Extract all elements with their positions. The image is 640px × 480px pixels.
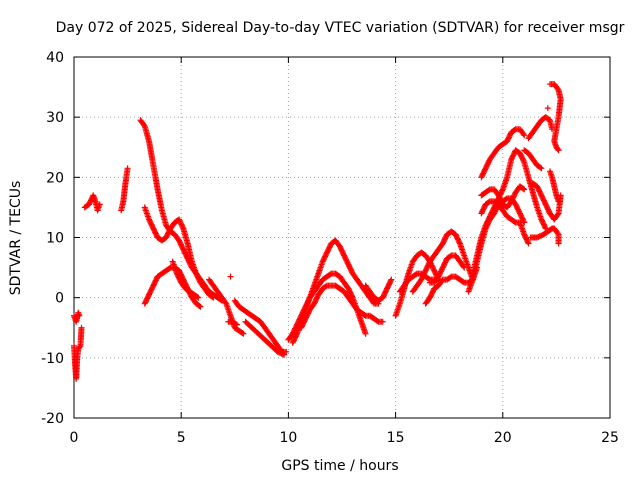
- series-s9: [242, 318, 288, 358]
- data-point: [279, 351, 286, 358]
- data-points: [71, 81, 564, 382]
- data-point: [525, 240, 532, 247]
- y-tick-label: -10: [41, 351, 64, 367]
- series-s30: [546, 168, 562, 205]
- series-s27: [546, 81, 564, 154]
- x-tick-label: 0: [70, 430, 79, 446]
- y-tick-label: -20: [41, 411, 64, 427]
- series-s12: [298, 282, 386, 331]
- series-early-d: [118, 165, 131, 214]
- y-tick-label: 10: [46, 231, 64, 247]
- y-tick-label: 0: [55, 291, 64, 307]
- data-point: [554, 230, 561, 237]
- y-tick-label: 20: [46, 170, 64, 186]
- data-point: [281, 351, 288, 358]
- data-point: [379, 318, 386, 325]
- data-point: [194, 293, 201, 300]
- data-point: [240, 330, 247, 337]
- data-point: [227, 273, 234, 280]
- data-point: [179, 224, 186, 231]
- series-s13: [362, 276, 395, 304]
- series-s6: [227, 273, 234, 280]
- data-point: [124, 165, 131, 172]
- tick-labels: 0 5 10 15 20 25 -20 -10 0 10 20 30 40: [41, 50, 619, 446]
- data-point: [210, 294, 217, 301]
- x-tick-label: 5: [177, 430, 186, 446]
- data-point: [388, 276, 395, 283]
- series-s21: [478, 126, 528, 181]
- data-point: [209, 293, 216, 300]
- data-point: [521, 132, 528, 139]
- x-tick-label: 25: [601, 430, 619, 446]
- data-point: [537, 164, 544, 171]
- data-point: [233, 321, 240, 328]
- data-point: [197, 303, 204, 310]
- data-point: [554, 146, 561, 153]
- data-point: [222, 299, 229, 306]
- series-s28: [529, 180, 564, 223]
- data-point: [195, 294, 202, 301]
- x-tick-label: 15: [387, 430, 405, 446]
- series-s23: [478, 183, 528, 211]
- data-point: [140, 121, 147, 128]
- data-point: [554, 211, 561, 218]
- series-s4: [169, 258, 202, 301]
- data-point: [232, 320, 239, 327]
- data-point: [362, 330, 369, 337]
- series-early-c: [81, 192, 103, 214]
- y-tick-label: 30: [46, 110, 64, 126]
- data-point: [387, 277, 394, 284]
- x-axis-label: GPS time / hours: [281, 458, 398, 474]
- data-point: [96, 201, 103, 208]
- data-point: [544, 105, 551, 112]
- axis-ticks: [73, 56, 611, 419]
- data-point: [520, 158, 527, 165]
- data-point: [456, 239, 463, 246]
- data-point: [196, 302, 203, 309]
- data-point: [521, 186, 528, 193]
- series-s8: [225, 318, 240, 328]
- series-early-b: [71, 324, 85, 382]
- x-tick-label: 20: [494, 430, 512, 446]
- series-s17: [426, 252, 468, 286]
- data-point: [524, 239, 531, 246]
- series-early-a: [71, 309, 83, 325]
- data-point: [555, 240, 562, 247]
- series-s11: [289, 237, 382, 346]
- series-s7: [231, 297, 290, 355]
- data-point: [460, 263, 467, 270]
- data-point: [542, 224, 549, 231]
- series-s25: [521, 147, 545, 172]
- y-axis-label: SDTVAR / TECUs: [8, 181, 24, 296]
- data-point: [239, 330, 246, 337]
- data-point: [520, 218, 527, 225]
- grid-lines: [74, 57, 610, 418]
- data-point: [76, 312, 83, 319]
- data-point: [555, 147, 562, 154]
- data-point: [499, 187, 506, 194]
- series-s29: [527, 225, 562, 247]
- data-point: [283, 348, 290, 355]
- series-s26: [544, 105, 551, 112]
- data-point: [538, 165, 545, 172]
- data-point: [520, 131, 527, 138]
- series-s22: [478, 198, 532, 247]
- x-tick-label: 10: [279, 430, 297, 446]
- series-s20: [465, 195, 528, 295]
- y-tick-label: 40: [46, 50, 64, 66]
- data-point: [555, 198, 562, 205]
- chart-title: Day 072 of 2025, Sidereal Day-to-day VTE…: [56, 20, 625, 36]
- data-point: [78, 324, 85, 331]
- series-s24: [525, 114, 556, 142]
- data-point: [293, 332, 300, 339]
- data-point: [461, 264, 468, 271]
- data-point: [554, 85, 561, 92]
- series-s2: [141, 204, 217, 301]
- data-point: [520, 185, 527, 192]
